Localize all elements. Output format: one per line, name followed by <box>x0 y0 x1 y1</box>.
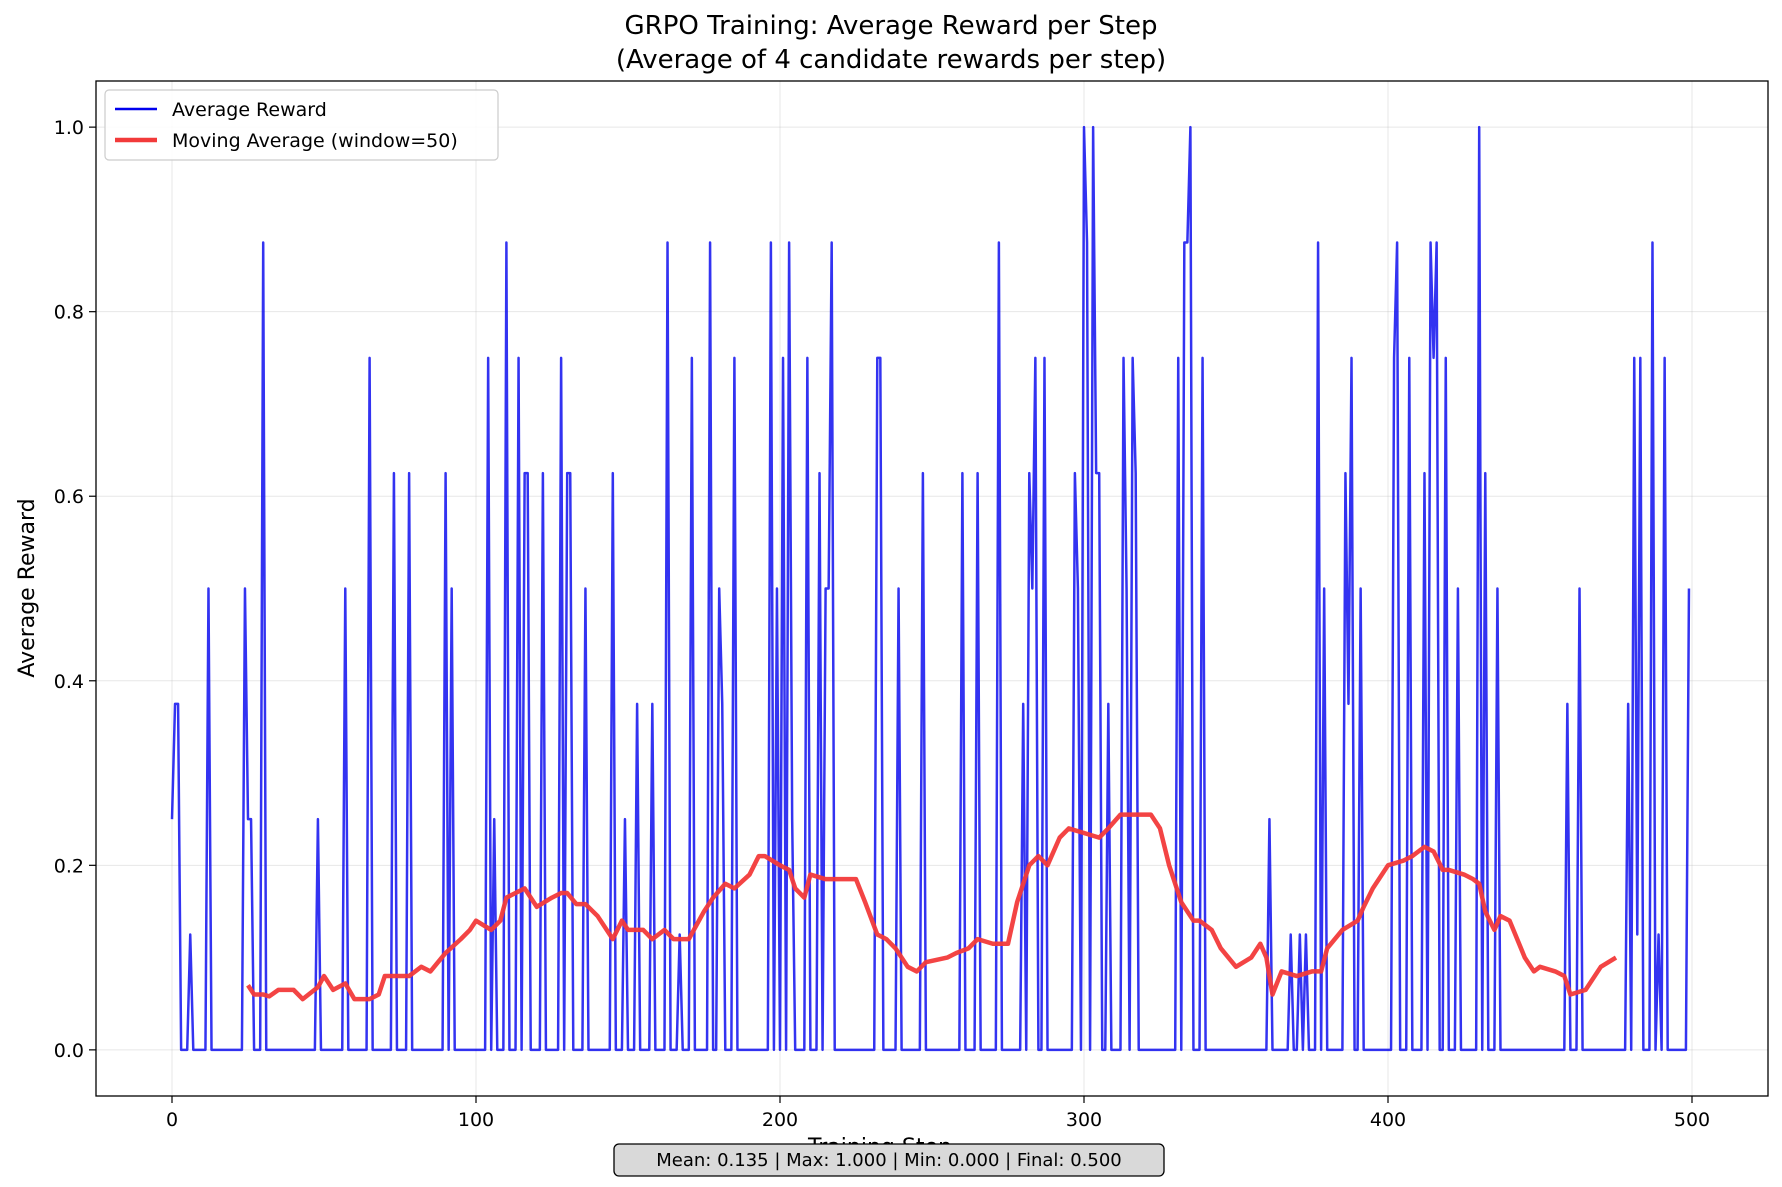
legend-label-average-reward: Average Reward <box>172 99 327 121</box>
stats-text: Mean: 0.135 | Max: 1.000 | Min: 0.000 | … <box>656 1150 1121 1171</box>
y-tick-label: 0.8 <box>54 302 84 324</box>
y-tick-label: 1.0 <box>54 117 84 139</box>
legend-box <box>104 89 499 161</box>
axis-ticks: 0 100 200 300 400 500 0.0 0.2 0.4 0.6 0.8 1.0 <box>54 117 1710 1131</box>
y-tick-label: 0.4 <box>54 671 84 693</box>
x-tick-label: 500 <box>1674 1109 1710 1131</box>
series-moving-average-line <box>246 812 1618 1002</box>
x-tick-label: 300 <box>1066 1109 1102 1131</box>
x-tick-label: 0 <box>166 1109 178 1131</box>
legend: Average Reward Moving Average (window=50… <box>104 89 499 161</box>
y-axis-label: Average Reward <box>15 498 40 677</box>
legend-label-moving-average: Moving Average (window=50) <box>172 130 458 152</box>
x-tick-label: 400 <box>1370 1109 1406 1131</box>
stats-box: Mean: 0.135 | Max: 1.000 | Min: 0.000 | … <box>613 1143 1165 1177</box>
y-tick-label: 0.2 <box>54 855 84 877</box>
series-lines <box>170 125 1691 1052</box>
plot-area <box>95 80 1769 1097</box>
stats-box-background <box>613 1143 1165 1177</box>
y-tick-label: 0.0 <box>54 1040 84 1062</box>
x-tick-label: 200 <box>762 1109 798 1131</box>
y-tick-label: 0.6 <box>54 486 84 508</box>
series-average-reward-line <box>170 125 1691 1052</box>
x-tick-label: 100 <box>458 1109 494 1131</box>
chart-subtitle: (Average of 4 candidate rewards per step… <box>616 45 1166 75</box>
chart-title: GRPO Training: Average Reward per Step <box>624 11 1157 41</box>
